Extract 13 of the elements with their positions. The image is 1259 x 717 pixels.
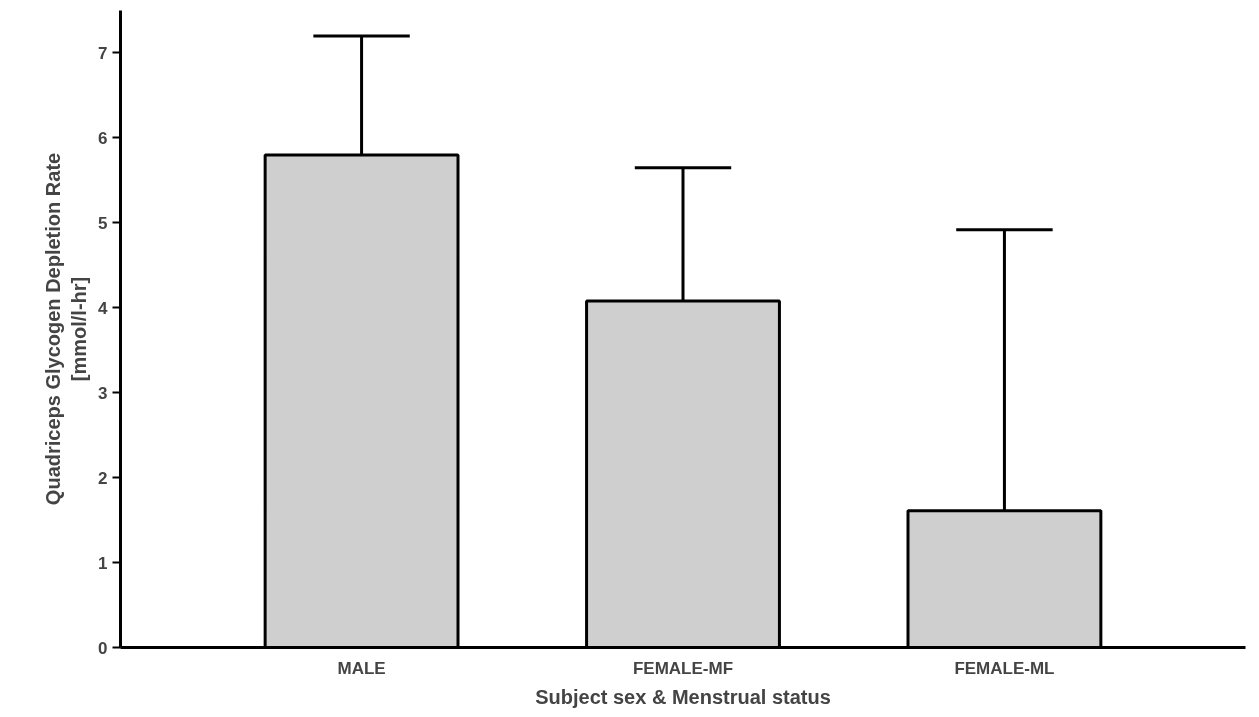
y-tick-label: 4 — [98, 298, 109, 318]
y-tick-label: 2 — [98, 468, 108, 488]
x-tick-label: FEMALE-ML — [954, 658, 1055, 678]
y-tick-label: 3 — [98, 383, 108, 403]
x-axis-title: Subject sex & Menstrual status — [535, 685, 831, 708]
y-tick-label: 5 — [98, 213, 108, 233]
y-tick-label: 1 — [98, 553, 108, 573]
x-tick-label: FEMALE-MF — [632, 658, 734, 678]
y-tick-label: 6 — [98, 128, 108, 148]
x-tick-label: MALE — [337, 658, 386, 678]
y-tick-label: 7 — [98, 43, 108, 63]
y-tick-label: 0 — [98, 638, 108, 658]
y-axis-title: Quadriceps Glycogen Depletion Rate [mmol/l-hr] — [41, 152, 91, 506]
